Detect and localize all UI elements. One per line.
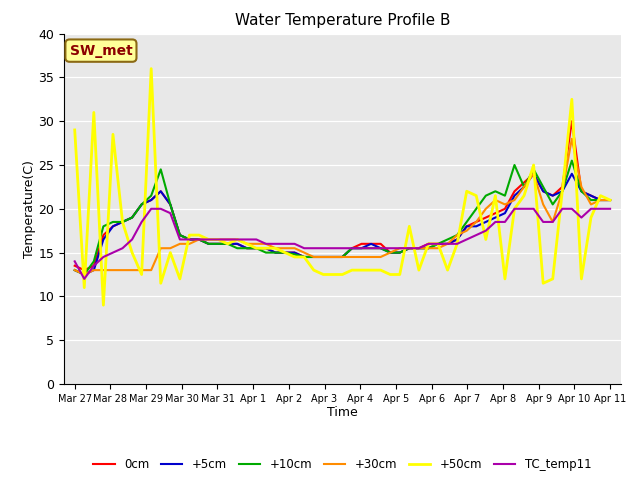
+5cm bbox=[109, 223, 116, 229]
Line: +50cm: +50cm bbox=[75, 69, 610, 305]
TC_temp11 bbox=[100, 254, 108, 260]
0cm bbox=[81, 267, 88, 273]
+50cm bbox=[147, 66, 155, 72]
+30cm bbox=[310, 254, 317, 260]
+10cm bbox=[568, 158, 576, 164]
0cm bbox=[109, 223, 116, 229]
+30cm bbox=[224, 237, 232, 242]
+50cm bbox=[234, 237, 241, 242]
Line: +30cm: +30cm bbox=[75, 139, 610, 275]
+5cm bbox=[606, 197, 614, 203]
TC_temp11 bbox=[606, 206, 614, 212]
TC_temp11 bbox=[81, 276, 88, 282]
+10cm bbox=[444, 237, 451, 242]
+10cm bbox=[453, 232, 461, 238]
+30cm bbox=[606, 197, 614, 203]
0cm bbox=[453, 237, 461, 242]
0cm bbox=[310, 254, 317, 260]
+5cm bbox=[100, 237, 108, 242]
+5cm bbox=[530, 171, 538, 177]
+5cm bbox=[310, 254, 317, 260]
TC_temp11 bbox=[463, 237, 470, 242]
+5cm bbox=[444, 241, 451, 247]
Text: SW_met: SW_met bbox=[70, 44, 132, 58]
+30cm bbox=[81, 272, 88, 277]
+5cm bbox=[224, 241, 232, 247]
0cm bbox=[568, 118, 576, 124]
TC_temp11 bbox=[319, 245, 327, 251]
+50cm bbox=[319, 272, 327, 277]
Line: TC_temp11: TC_temp11 bbox=[75, 209, 610, 279]
+50cm bbox=[90, 109, 98, 115]
+30cm bbox=[444, 241, 451, 247]
+10cm bbox=[81, 272, 88, 277]
+10cm bbox=[224, 241, 232, 247]
+50cm bbox=[109, 132, 116, 137]
Line: 0cm: 0cm bbox=[75, 121, 610, 270]
X-axis label: Time: Time bbox=[327, 407, 358, 420]
Title: Water Temperature Profile B: Water Temperature Profile B bbox=[235, 13, 450, 28]
0cm bbox=[71, 263, 79, 269]
0cm bbox=[444, 241, 451, 247]
+30cm bbox=[100, 267, 108, 273]
0cm bbox=[606, 197, 614, 203]
Line: +10cm: +10cm bbox=[75, 161, 610, 275]
Legend: 0cm, +5cm, +10cm, +30cm, +50cm, TC_temp11: 0cm, +5cm, +10cm, +30cm, +50cm, TC_temp1… bbox=[89, 453, 596, 475]
TC_temp11 bbox=[453, 241, 461, 247]
+10cm bbox=[606, 197, 614, 203]
TC_temp11 bbox=[109, 250, 116, 255]
+5cm bbox=[453, 237, 461, 242]
+10cm bbox=[310, 254, 317, 260]
+10cm bbox=[71, 267, 79, 273]
+5cm bbox=[81, 272, 88, 277]
+50cm bbox=[463, 188, 470, 194]
+30cm bbox=[453, 232, 461, 238]
+10cm bbox=[100, 223, 108, 229]
+50cm bbox=[453, 241, 461, 247]
TC_temp11 bbox=[71, 258, 79, 264]
TC_temp11 bbox=[234, 237, 241, 242]
+50cm bbox=[606, 197, 614, 203]
+30cm bbox=[109, 267, 116, 273]
+50cm bbox=[100, 302, 108, 308]
+50cm bbox=[71, 127, 79, 133]
Y-axis label: Temperature(C): Temperature(C) bbox=[22, 160, 36, 258]
Line: +5cm: +5cm bbox=[75, 174, 610, 275]
+10cm bbox=[109, 219, 116, 225]
0cm bbox=[100, 232, 108, 238]
+30cm bbox=[568, 136, 576, 142]
TC_temp11 bbox=[147, 206, 155, 212]
0cm bbox=[224, 241, 232, 247]
+5cm bbox=[71, 267, 79, 273]
+30cm bbox=[71, 267, 79, 273]
